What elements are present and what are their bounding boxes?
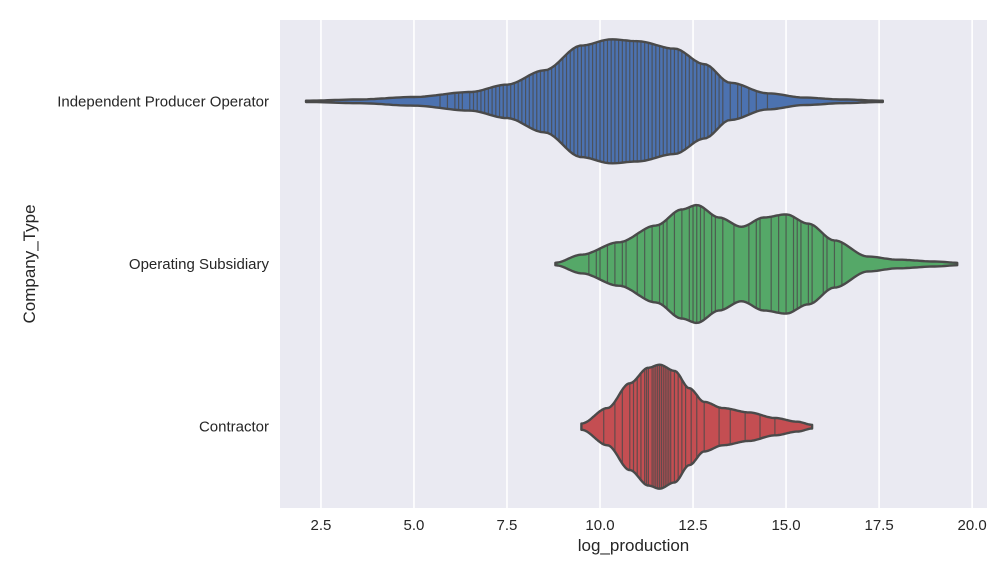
x-tick-label: 20.0: [958, 517, 987, 534]
x-tick-label: 2.5: [311, 517, 332, 534]
violin-group: [304, 38, 884, 165]
x-tick-label: 5.0: [404, 517, 425, 534]
y-tick-label: Contractor: [199, 419, 269, 436]
x-tick-label: 15.0: [771, 517, 800, 534]
x-tick-label: 17.5: [864, 517, 893, 534]
violin-group: [554, 203, 959, 325]
y-axis-label: Company_Type: [20, 204, 39, 323]
x-tick-labels: 2.5 5.0 7.5 10.0 12.5 15.0 17.5 20.0: [311, 517, 987, 534]
violin-outline: [554, 203, 959, 325]
x-axis-label: log_production: [578, 536, 690, 555]
violin-body: [306, 39, 883, 164]
y-tick-labels: Independent Producer Operator Operating S…: [57, 93, 269, 435]
x-tick-label: 10.0: [585, 517, 614, 534]
y-tick-label: Independent Producer Operator: [57, 93, 269, 110]
violins: [304, 38, 959, 490]
y-tick-label: Operating Subsidiary: [129, 256, 270, 273]
x-tick-label: 7.5: [497, 517, 518, 534]
x-tick-label: 12.5: [678, 517, 707, 534]
violin-outline: [580, 363, 814, 490]
violin-group: [580, 363, 814, 490]
violin-outline: [304, 38, 884, 165]
